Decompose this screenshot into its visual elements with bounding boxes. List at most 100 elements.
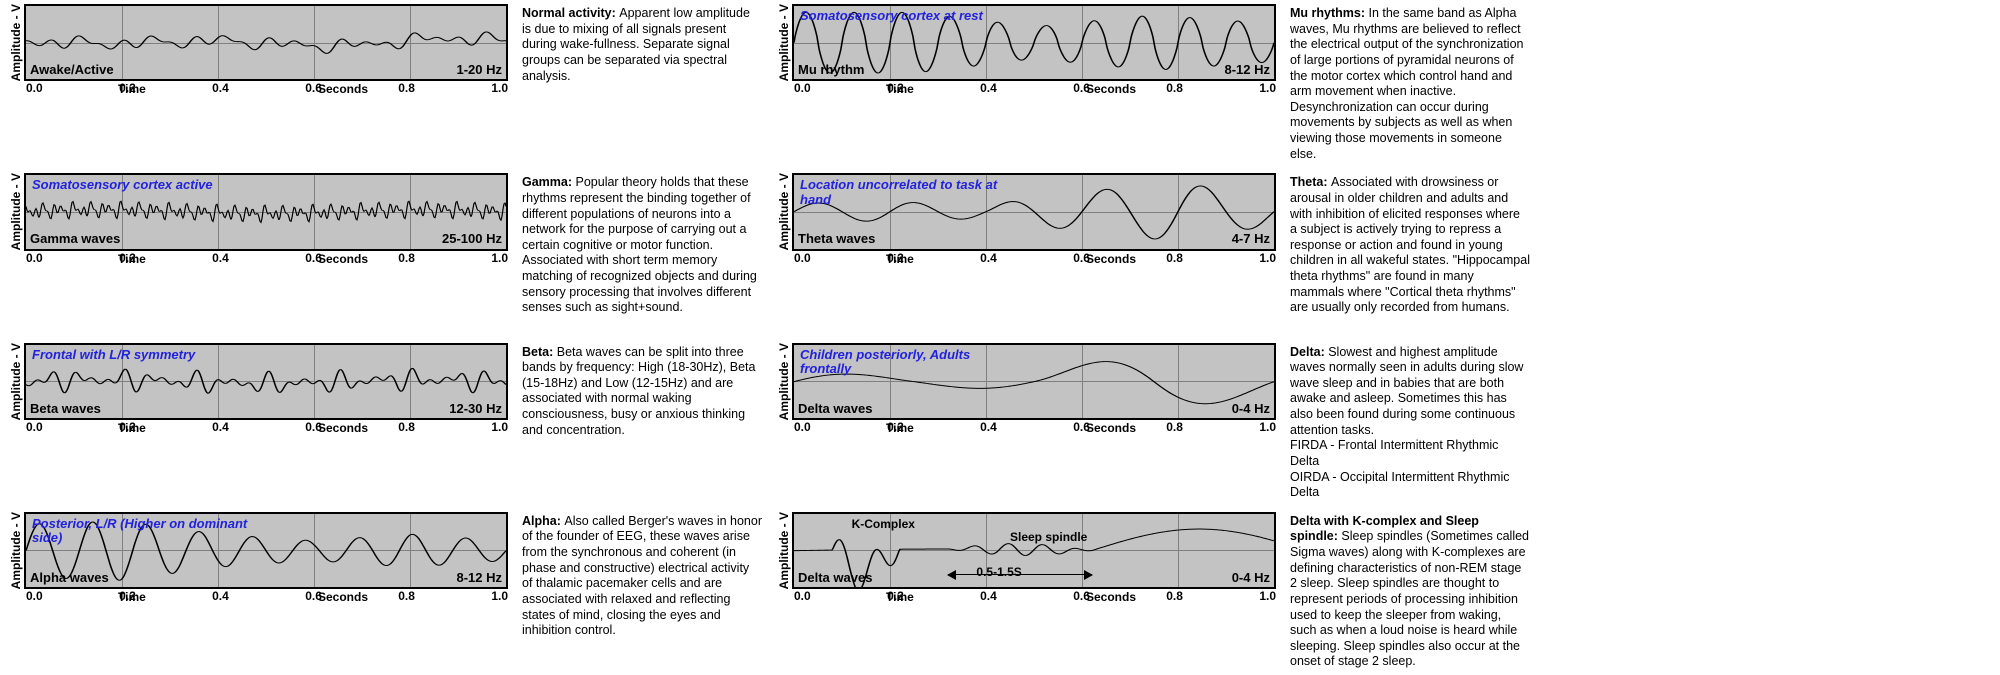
freq-range: 4-7 Hz (1232, 232, 1270, 246)
plot-area: Delta waves 0-4 Hz K-Complex Sleep spindle 0… (792, 512, 1276, 589)
xtick: 1.0 (491, 589, 508, 603)
xtick: 1.0 (491, 420, 508, 434)
xlabel-seconds: Seconds (318, 421, 368, 435)
xlabel-seconds: Seconds (318, 252, 368, 266)
freq-range: 0-4 Hz (1232, 402, 1270, 416)
xlabel-time: Time (118, 421, 146, 435)
freq-range: 0-4 Hz (1232, 571, 1270, 585)
plot-area: Location uncorrelated to task at handThe… (792, 173, 1276, 250)
spindle-label: Sleep spindle (1010, 530, 1087, 544)
chart-alpha: Amplitude - VPosterior, L/R (Higher on d… (8, 512, 508, 671)
description-alpha: Alpha: Also called Berger's waves in hon… (522, 512, 762, 671)
ylabel: Amplitude - V (8, 343, 24, 420)
freq-range: 1-20 Hz (456, 63, 502, 77)
xtick: 0.0 (26, 251, 43, 265)
xtick: 0.4 (980, 420, 997, 434)
xlabel-seconds: Seconds (318, 590, 368, 604)
desc-title: Normal activity: (522, 6, 619, 20)
xlabel-seconds: Seconds (1086, 421, 1136, 435)
xlabel-time: Time (886, 590, 914, 604)
description-delta: Delta: Slowest and highest amplitude wav… (1290, 343, 1530, 502)
xlabel-time: Time (886, 82, 914, 96)
xtick: 0.8 (1166, 420, 1183, 434)
xlabel-time: Time (118, 82, 146, 96)
wave-name: Mu rhythm (798, 63, 864, 77)
ylabel: Amplitude - V (776, 173, 792, 250)
xlabel-seconds: Seconds (1086, 590, 1136, 604)
wave-name: Gamma waves (30, 232, 120, 246)
wave-name: Delta waves (798, 571, 872, 585)
k-complex-label: K-Complex (852, 517, 915, 531)
wave-name: Delta waves (798, 402, 872, 416)
xtick: 0.4 (212, 589, 229, 603)
annotation: Somatosensory cortex at rest (800, 9, 983, 23)
desc-body: In the same band as Alpha waves, Mu rhyt… (1290, 6, 1523, 161)
description-beta: Beta: Beta waves can be split into three… (522, 343, 762, 502)
xtick: 0.0 (794, 251, 811, 265)
xlabel-time: Time (886, 252, 914, 266)
xtick: 1.0 (1259, 420, 1276, 434)
xtick: 0.4 (212, 251, 229, 265)
xtick: 0.0 (26, 81, 43, 95)
xtick: 0.8 (1166, 251, 1183, 265)
xlabel-seconds: Seconds (1086, 252, 1136, 266)
wave-name: Alpha waves (30, 571, 109, 585)
ylabel: Amplitude - V (776, 512, 792, 589)
ylabel: Amplitude - V (8, 512, 24, 589)
xtick: 1.0 (1259, 251, 1276, 265)
description-gamma: Gamma: Popular theory holds that these r… (522, 173, 762, 332)
desc-body: Associated with drowsiness or arousal in… (1290, 175, 1530, 314)
freq-range: 12-30 Hz (449, 402, 502, 416)
xtick: 0.8 (398, 251, 415, 265)
xtick: 0.8 (398, 589, 415, 603)
freq-range: 8-12 Hz (1224, 63, 1270, 77)
chart-beta: Amplitude - VFrontal with L/R symmetryBe… (8, 343, 508, 502)
ylabel: Amplitude - V (776, 4, 792, 81)
xtick: 0.0 (794, 81, 811, 95)
desc-body: Popular theory holds that these rhythms … (522, 175, 757, 314)
xtick: 0.4 (980, 251, 997, 265)
xtick: 1.0 (1259, 81, 1276, 95)
xtick: 0.4 (212, 81, 229, 95)
xtick: 0.0 (26, 589, 43, 603)
desc-body: Beta waves can be split into three bands… (522, 345, 755, 437)
plot-area: Frontal with L/R symmetryBeta waves12-30… (24, 343, 508, 420)
description-kcomplex: Delta with K-complex and Sleep spindle: … (1290, 512, 1530, 671)
plot-area: Awake/Active 1-20 Hz (24, 4, 508, 81)
xtick: 0.8 (1166, 589, 1183, 603)
ylabel: Amplitude - V (776, 343, 792, 420)
xtick: 0.0 (794, 589, 811, 603)
plot-area: Children posteriorly, Adults frontally De… (792, 343, 1276, 420)
chart-kcomplex: Amplitude - V Delta waves 0-4 Hz K-Complex S… (776, 512, 1276, 671)
desc-title: Mu rhythms: (1290, 6, 1368, 20)
xtick: 0.8 (398, 420, 415, 434)
xlabel-time: Time (118, 252, 146, 266)
chart-theta: Amplitude - VLocation uncorrelated to ta… (776, 173, 1276, 332)
desc-title: Delta: (1290, 345, 1328, 359)
desc-body: Slowest and highest amplitude waves norm… (1290, 345, 1523, 500)
desc-body: Sleep spindles (Sometimes called Sigma w… (1290, 529, 1529, 668)
xlabel-seconds: Seconds (318, 82, 368, 96)
description-theta: Theta: Associated with drowsiness or aro… (1290, 173, 1530, 332)
xtick: 0.4 (212, 420, 229, 434)
description-normal: Normal activity: Apparent low amplitude … (522, 4, 762, 163)
chart-mu: Amplitude - V Somatosensory cortex at res… (776, 4, 1276, 163)
xtick: 0.8 (398, 81, 415, 95)
plot-area: Posterior, L/R (Higher on dominant side)… (24, 512, 508, 589)
description-mu: Mu rhythms: In the same band as Alpha wa… (1290, 4, 1530, 163)
desc-title: Alpha: (522, 514, 564, 528)
xtick: 1.0 (1259, 589, 1276, 603)
xtick: 1.0 (491, 81, 508, 95)
xtick: 1.0 (491, 251, 508, 265)
chart-normal: Amplitude - VAwake/Active1-20 Hz0.00.20.… (8, 4, 508, 163)
desc-body: Also called Berger's waves in honor of t… (522, 514, 762, 637)
xtick: 0.8 (1166, 81, 1183, 95)
annotation: Somatosensory cortex active (32, 178, 213, 192)
xtick: 0.0 (794, 420, 811, 434)
spindle-duration-label: 0.5-1.5S (976, 565, 1021, 579)
chart-gamma: Amplitude - VSomatosensory cortex active… (8, 173, 508, 332)
wave-name: Awake/Active (30, 63, 114, 77)
desc-title: Theta: (1290, 175, 1331, 189)
freq-range: 8-12 Hz (456, 571, 502, 585)
annotation: Children posteriorly, Adults frontally (800, 348, 1020, 377)
